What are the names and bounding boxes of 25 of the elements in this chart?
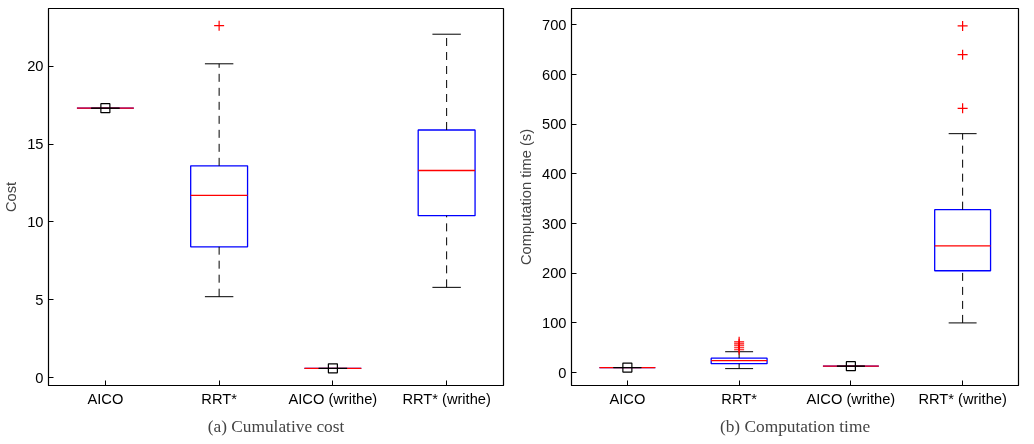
- x-tick-label: AICO: [609, 390, 646, 407]
- y-tick-label: 100: [542, 314, 567, 331]
- x-tick-label: RRT*: [201, 390, 238, 407]
- y-tick-label: 400: [542, 165, 567, 182]
- y-tick-label: 10: [27, 213, 44, 230]
- y-tick-label: 15: [27, 136, 44, 153]
- x-tick-label: AICO: [87, 390, 124, 407]
- text: (b) Computation time: [719, 416, 871, 436]
- x-tick-label: AICO (writhe): [288, 390, 378, 407]
- text: (a) Cumulative cost: [207, 416, 345, 436]
- y-tick-label: 0: [35, 369, 44, 386]
- x-tick-label: RRT* (writhe): [402, 390, 491, 407]
- y-axis-title: Computation time (s): [518, 128, 535, 266]
- y-tick-label: 600: [542, 66, 567, 83]
- y-tick-label: 700: [542, 16, 567, 33]
- y-tick-label: 300: [542, 215, 567, 232]
- x-tick-label: RRT* (writhe): [918, 390, 1007, 407]
- y-tick-label: 5: [35, 291, 44, 308]
- y-tick-label: 200: [542, 265, 567, 282]
- y-tick-label: 20: [27, 58, 44, 75]
- y-tick-label: 500: [542, 116, 567, 133]
- x-tick-label: AICO (writhe): [806, 390, 896, 407]
- y-axis-title: Cost: [3, 181, 20, 213]
- y-tick-label: 0: [558, 364, 567, 381]
- x-tick-label: RRT*: [721, 390, 758, 407]
